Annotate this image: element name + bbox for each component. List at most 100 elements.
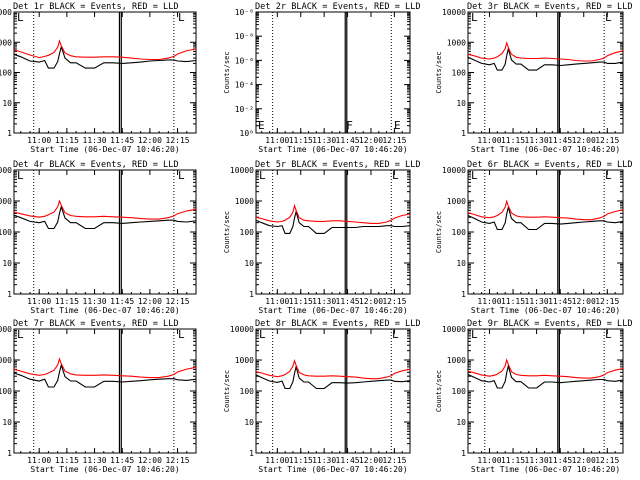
x-tick-label: 11:30 <box>83 136 107 145</box>
x-axis-label: Start Time (06-Dec-07 10:46:20) <box>471 465 620 474</box>
x-tick-label: 12:15 <box>595 297 619 306</box>
x-axis-label: Start Time (06-Dec-07 10:46:20) <box>471 145 620 154</box>
corner-glyph: L <box>392 169 399 182</box>
y-tick-label: 10⁰ <box>240 129 254 138</box>
x-axis-label: Start Time (06-Dec-07 10:46:20) <box>30 465 179 474</box>
y-tick-label: 100 <box>0 387 12 396</box>
y-tick-label: 10 <box>456 99 466 108</box>
corner-glyph: L <box>17 11 24 24</box>
corner-glyph: L <box>605 328 612 341</box>
corner-glyph: L <box>17 169 24 182</box>
panel-title: Det 3r BLACK = Events, RED = LLD <box>467 2 633 12</box>
x-tick-label: 11:45 <box>110 297 134 306</box>
x-tick-label: 11:30 <box>83 297 107 306</box>
y-tick-label: 10 <box>244 259 254 268</box>
y-tick-label: 100 <box>452 69 467 78</box>
y-tick-label: 1 <box>461 290 466 299</box>
x-tick-label: 11:30 <box>525 456 549 465</box>
x-tick-label: 11:15 <box>289 297 313 306</box>
y-tick-label: 1000 <box>0 197 12 206</box>
y-tick-label: 1000 <box>447 197 466 206</box>
x-tick-label: 12:00 <box>359 136 383 145</box>
x-tick-label: 11:00 <box>477 136 501 145</box>
y-tick-label: 10⁻⁶ <box>235 8 254 17</box>
lld-line <box>13 357 197 379</box>
x-axis-label: Start Time (06-Dec-07 10:46:20) <box>30 306 179 315</box>
lld-line <box>13 39 197 61</box>
corner-glyph: L <box>178 11 185 24</box>
x-tick-label: 11:15 <box>289 136 313 145</box>
plot-frame <box>13 11 197 134</box>
x-tick-label: 11:30 <box>83 456 107 465</box>
y-tick-label: 100 <box>0 228 12 237</box>
x-tick-label: 11:00 <box>27 297 51 306</box>
panel-det-7: Det 7r BLACK = Events, RED = LLD 1 10 100 10… <box>0 319 197 474</box>
corner-glyph: L <box>471 169 478 182</box>
y-tick-label: 10 <box>2 99 12 108</box>
y-tick-label: 10000 <box>230 166 254 175</box>
y-tick-label: 1000 <box>0 38 12 47</box>
corner-glyph: L <box>17 328 24 341</box>
y-tick-label: 10000 <box>0 325 12 334</box>
events-line <box>13 204 197 230</box>
y-tick-label: 100 <box>452 228 467 237</box>
x-tick-label: 12:15 <box>382 297 406 306</box>
x-axis-label: Start Time (06-Dec-07 10:46:20) <box>258 465 407 474</box>
x-tick-label: 12:00 <box>138 136 162 145</box>
corner-glyph: F <box>346 119 353 132</box>
x-tick-label: 11:15 <box>55 456 79 465</box>
x-tick-label: 12:15 <box>166 297 190 306</box>
plot-frame <box>467 11 624 134</box>
x-tick-label: 11:45 <box>548 136 572 145</box>
y-tick-label: 1000 <box>447 38 466 47</box>
panel-title: Det 6r BLACK = Events, RED = LLD <box>467 160 633 170</box>
panel-title: Det 9r BLACK = Events, RED = LLD <box>467 319 633 329</box>
x-tick-label: 11:15 <box>289 456 313 465</box>
y-tick-label: 10 <box>2 418 12 427</box>
panel-det-4: Det 4r BLACK = Events, RED = LLD 1 10 100 10… <box>0 160 197 315</box>
y-tick-label: 100 <box>0 69 12 78</box>
events-line <box>467 46 624 71</box>
y-tick-label: 10⁻⁴ <box>235 81 254 90</box>
y-axis-label: Counts/sec <box>223 51 231 93</box>
y-tick-label: 10 <box>456 418 466 427</box>
y-tick-label: 10⁻⁶ <box>235 56 254 65</box>
x-axis-label: Start Time (06-Dec-07 10:46:20) <box>258 306 407 315</box>
x-tick-label: 11:30 <box>312 297 336 306</box>
plot-frame <box>255 328 411 454</box>
x-tick-label: 12:15 <box>382 456 406 465</box>
y-tick-label: 100 <box>240 387 255 396</box>
y-tick-label: 1000 <box>447 356 466 365</box>
corner-glyph: L <box>471 11 478 24</box>
panel-title: Det 2r BLACK = Events, RED = LLD <box>255 2 421 12</box>
panel-det-8: Det 8r BLACK = Events, RED = LLD 1 10 100 10… <box>223 319 421 474</box>
y-tick-label: 1 <box>249 449 254 458</box>
x-tick-label: 12:00 <box>572 136 596 145</box>
lld-line <box>467 41 624 62</box>
x-tick-label: 11:00 <box>265 297 289 306</box>
events-line <box>13 44 197 69</box>
corner-glyph: L <box>259 328 266 341</box>
x-tick-label: 11:30 <box>312 456 336 465</box>
y-tick-label: 10000 <box>230 325 254 334</box>
y-tick-label: 10 <box>2 259 12 268</box>
events-line <box>255 364 411 390</box>
y-tick-label: 10000 <box>442 166 466 175</box>
y-tick-label: 1 <box>7 290 12 299</box>
plot-frame <box>255 169 411 295</box>
y-tick-label: 10000 <box>0 8 12 17</box>
plot-frame <box>467 328 624 454</box>
y-tick-label: 10⁻² <box>235 105 254 114</box>
corner-glyph: E <box>394 119 401 132</box>
x-tick-label: 12:00 <box>359 297 383 306</box>
x-tick-label: 11:45 <box>336 297 360 306</box>
panel-det-3: Det 3r BLACK = Events, RED = LLD 1 10 100 10… <box>435 2 633 154</box>
x-tick-label: 11:15 <box>55 136 79 145</box>
plot-frame <box>467 169 624 295</box>
x-tick-label: 11:45 <box>336 136 360 145</box>
y-tick-label: 10000 <box>0 166 12 175</box>
x-tick-label: 11:45 <box>110 456 134 465</box>
corner-glyph: L <box>471 328 478 341</box>
y-tick-label: 1000 <box>0 356 12 365</box>
